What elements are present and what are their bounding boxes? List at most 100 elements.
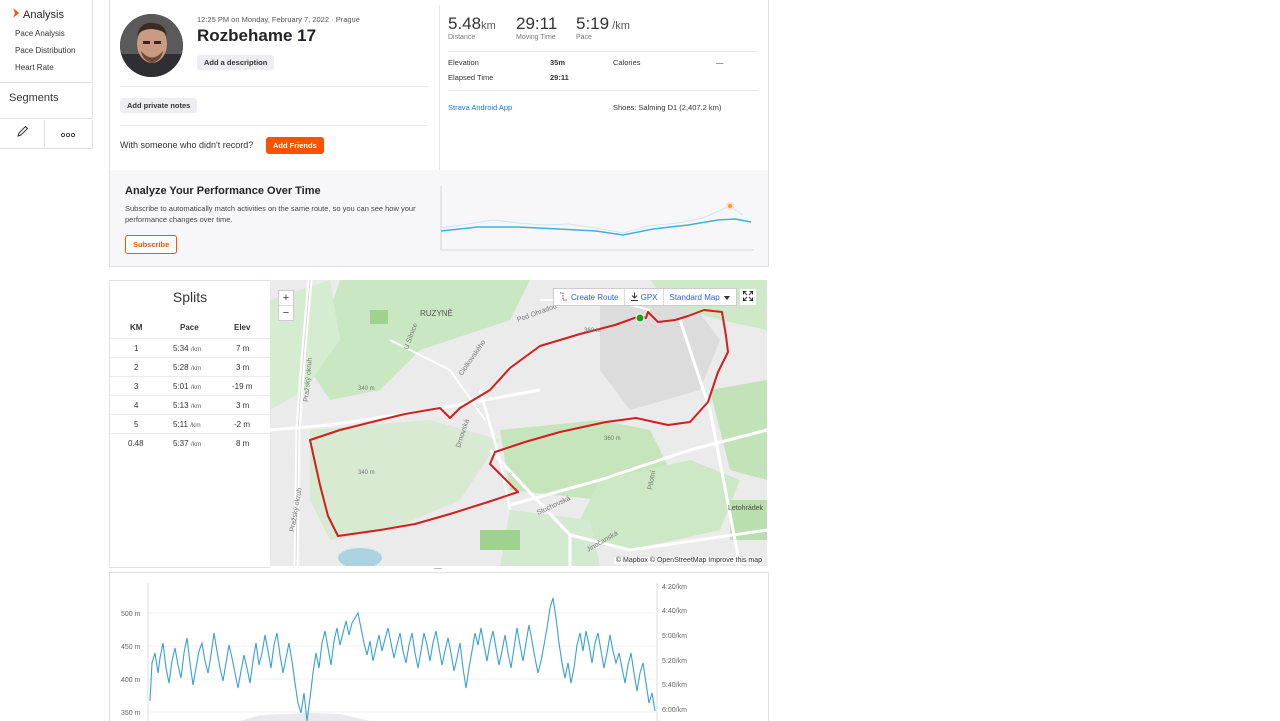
route-start-marker <box>635 313 645 323</box>
add-private-notes-button[interactable]: Add private notes <box>120 98 198 113</box>
map-label: 340 m <box>358 386 375 392</box>
map-label: RUZYNĚ <box>420 309 453 318</box>
stat-distance: 5.48km Distance <box>448 14 496 41</box>
calories-value: — <box>716 58 724 67</box>
add-friends-button[interactable]: Add Friends <box>266 137 324 154</box>
divider <box>448 90 758 91</box>
gpx-label: GPX <box>640 292 658 302</box>
activity-header-card: 12:25 PM on Monday, February 7, 2022 · P… <box>109 0 769 267</box>
avatar[interactable] <box>120 14 183 77</box>
map-type-select[interactable]: Standard Map <box>664 289 736 305</box>
performance-trend-chart <box>440 186 754 251</box>
route-map[interactable]: RUZYNĚ Pod Ohradou Pražský okruh Pražský… <box>270 280 767 566</box>
pencil-icon <box>16 125 29 143</box>
more-button[interactable] <box>46 120 90 147</box>
splits-header-elev: Elev <box>234 323 251 332</box>
split-km: 1 <box>134 344 139 353</box>
sidebar-segments-section: Segments <box>0 84 93 119</box>
chevron-down-icon <box>723 293 730 302</box>
sidebar: Analysis Pace Analysis Pace Distribution… <box>0 0 93 149</box>
performance-text: Subscribe to automatically match activit… <box>125 204 416 224</box>
map-attribution[interactable]: © Mapbox © OpenStreetMap Improve this ma… <box>613 557 764 564</box>
more-icon <box>60 125 76 143</box>
add-description-button[interactable]: Add a description <box>197 55 275 70</box>
split-elev: 8 m <box>236 439 250 448</box>
edit-button[interactable] <box>0 120 44 147</box>
sidebar-item-segments[interactable]: Segments <box>9 92 59 104</box>
divider <box>120 86 428 87</box>
split-km: 3 <box>134 382 139 391</box>
left-axis-tick: 350 m <box>121 710 141 717</box>
moving-time-value: 29:11 <box>516 14 558 33</box>
download-icon <box>630 292 639 303</box>
right-axis-tick: 6:00/km <box>662 707 687 714</box>
expand-icon <box>743 288 753 306</box>
right-axis-tick: 5:20/km <box>662 658 687 665</box>
create-route-label: Create Route <box>571 292 619 302</box>
route-line <box>309 309 729 537</box>
gpx-button[interactable]: GPX <box>625 289 664 305</box>
elevation-area <box>240 713 370 721</box>
split-pace: 5:28 /km <box>173 363 202 372</box>
split-pace: 5:34 /km <box>173 344 202 353</box>
performance-banner: Analyze Your Performance Over Time Subsc… <box>110 170 768 266</box>
left-axis-tick: 500 m <box>121 611 141 618</box>
sidebar-analysis-section: Analysis Pace Analysis Pace Distribution… <box>0 0 93 83</box>
split-elev: 3 m <box>236 401 250 410</box>
map-label: 360 m <box>584 328 601 334</box>
chart-canvas: 500 m 450 m 400 m 350 m 4:20/km 4:40/km … <box>121 583 687 721</box>
sidebar-item-pace-distribution[interactable]: Pace Distribution <box>15 46 76 55</box>
with-someone-text: With someone who didn't record? <box>120 140 254 150</box>
moving-time-label: Moving Time <box>516 34 556 41</box>
split-km: 2 <box>134 363 139 372</box>
split-pace: 5:13 /km <box>173 401 202 410</box>
elevation-label: Elevation <box>448 58 479 67</box>
left-axis-tick: 450 m <box>121 644 141 651</box>
split-pace: 5:37 /km <box>173 439 202 448</box>
divider <box>120 125 428 126</box>
zoom-in-button[interactable]: + <box>279 291 293 306</box>
pace-value: 5:19 <box>576 14 610 33</box>
left-axis-tick: 400 m <box>121 677 141 684</box>
pace-unit: /km <box>609 20 630 32</box>
split-elev: -2 m <box>234 420 250 429</box>
subscribe-button[interactable]: Subscribe <box>125 235 178 254</box>
create-route-button[interactable]: Create Route <box>554 289 625 305</box>
shoes-info: Shoes: Salming D1 (2,407.2 km) <box>613 103 722 112</box>
splits-header-pace: Pace <box>180 323 199 332</box>
map-label: 360 m <box>604 436 621 442</box>
sidebar-item-analysis[interactable]: Analysis <box>12 8 64 21</box>
split-pace: 5:11 /km <box>173 420 201 429</box>
elevation-pace-chart[interactable]: 500 m 450 m 400 m 350 m 4:20/km 4:40/km … <box>109 572 769 721</box>
split-km: 0.48 <box>128 439 144 448</box>
fullscreen-button[interactable] <box>740 289 756 305</box>
activity-title: Rozbehame 17 <box>197 26 317 45</box>
split-elev: 7 m <box>236 344 250 353</box>
map-canvas: RUZYNĚ Pod Ohradou Pražský okruh Pražský… <box>270 280 767 566</box>
stat-pace: 5:19 /km Pace <box>576 14 630 41</box>
table-row: 3 5:01 /km -19 m <box>110 376 270 396</box>
table-row: 5 5:11 /km -2 m <box>110 414 270 434</box>
split-elev: 3 m <box>236 363 250 372</box>
device-link[interactable]: Strava Android App <box>448 103 513 112</box>
table-row: 1 5:34 /km 7 m <box>110 338 270 358</box>
route-icon <box>559 292 568 303</box>
right-axis-tick: 4:40/km <box>662 608 687 615</box>
sidebar-item-pace-analysis[interactable]: Pace Analysis <box>15 29 65 38</box>
right-axis-tick: 4:20/km <box>662 584 687 591</box>
sidebar-item-heart-rate[interactable]: Heart Rate <box>15 63 54 72</box>
actions-divider <box>44 120 45 147</box>
distance-unit: km <box>481 20 496 32</box>
map-toolbar: Create Route GPX Standard Map <box>553 288 737 306</box>
split-km: 4 <box>134 401 139 410</box>
split-pace: 5:01 /km <box>173 382 202 391</box>
zoom-out-button[interactable]: − <box>279 306 293 320</box>
zoom-controls: + − <box>278 290 294 321</box>
map-label: Letohrádek <box>728 505 764 512</box>
split-elev: -19 m <box>232 382 253 391</box>
table-row: 2 5:28 /km 3 m <box>110 357 270 377</box>
pace-line <box>149 597 656 721</box>
performance-title: Analyze Your Performance Over Time <box>125 185 321 197</box>
table-row: 0.48 5:37 /km 8 m <box>110 433 270 453</box>
splits-title: Splits <box>172 289 208 305</box>
